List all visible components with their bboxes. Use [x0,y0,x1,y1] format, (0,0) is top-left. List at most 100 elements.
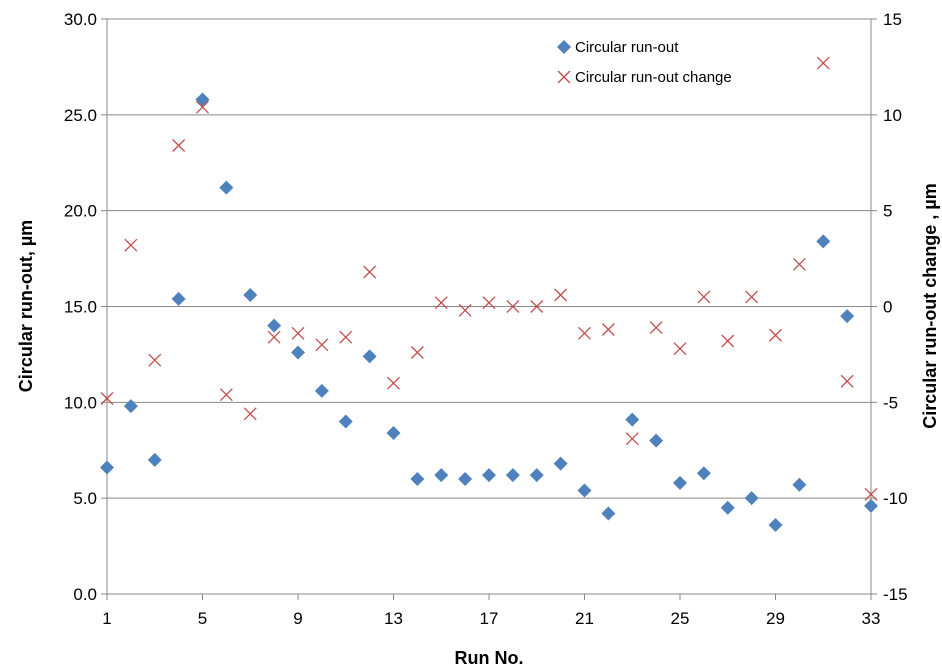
run-out-point-23 [625,412,640,427]
x-tick-label-7: 29 [766,609,785,628]
y-right-tick-label-6: 15 [883,10,902,29]
run-out-point-9 [291,345,305,360]
run-out-point-7 [243,288,258,302]
run-out-change-point-24 [649,321,663,335]
run-out-point-32 [840,309,855,324]
legend-label-circular-run-out: Circular run-out [575,39,679,56]
x-marker-stroke-b [339,330,353,344]
y-right-tick-label-3: 0 [883,298,892,317]
run-out-change-point-5 [196,100,209,114]
run-out-change-point-29 [769,328,782,342]
run-out-point-12 [362,349,377,364]
run-out-point-19 [529,468,544,483]
x-marker-stroke-b [410,346,424,359]
y-left-tick-label-3: 15.0 [64,298,97,317]
x-marker-stroke-b [625,432,639,446]
run-out-change-point-13 [387,376,400,390]
data-marks [100,56,878,532]
x-marker-stroke-b [219,388,233,402]
x-marker-stroke-b [196,100,209,114]
run-out-change-point-11 [339,330,353,344]
x-tick-label-3: 13 [384,609,403,628]
x-marker-stroke-b [148,353,162,367]
run-out-change-point-3 [148,353,162,367]
run-out-change-point-4 [172,139,186,152]
x-marker-stroke-b [172,139,186,152]
x-marker-stroke-b [530,300,544,313]
run-out-point-24 [649,433,664,448]
y-right-axis-ticks: -15 -10 -5 0 5 10 15 [871,10,908,604]
run-out-change-point-17 [482,296,496,310]
run-out-point-2 [123,399,138,414]
x-marker-stroke-b [601,323,615,336]
run-out-change-point-7 [243,407,257,421]
run-out-point-31 [816,234,831,249]
run-out-change-point-16 [458,303,472,317]
run-out-point-13 [386,426,401,440]
y-left-tick-label-5: 25.0 [64,106,97,125]
run-out-point-29 [768,518,783,532]
x-marker-stroke-b [769,328,782,342]
legend-label-circular-run-out-change: Circular run-out change [575,69,732,86]
legend-diamond-marker [557,40,571,54]
legend: Circular run-out Circular run-out change [557,39,732,86]
y-left-tick-label-4: 20.0 [64,202,97,221]
gridlines [107,18,871,499]
run-out-point-3 [147,452,162,467]
run-out-point-17 [482,468,496,483]
x-marker-stroke-b [554,288,568,302]
y-left-axis-ticks: 0.0 5.0 10.0 15.0 20.0 25.0 30.0 [64,10,107,604]
x-tick-label-1: 5 [198,609,207,628]
x-marker-stroke-b [673,342,687,356]
run-out-change-point-6 [219,388,233,402]
x-tick-label-2: 9 [293,609,302,628]
run-out-change-point-30 [792,257,806,271]
run-out-change-point-23 [625,432,639,446]
run-out-point-15 [434,468,449,483]
run-out-point-18 [505,468,520,483]
x-marker-stroke-b [506,300,520,313]
x-marker-stroke-b [315,338,329,352]
run-out-change-point-19 [530,300,544,313]
x-marker-stroke-b [458,303,472,317]
run-out-point-28 [744,491,759,506]
y-right-tick-label-4: 5 [883,202,892,221]
run-out-point-26 [696,466,711,481]
x-tick-label-0: 1 [102,609,111,628]
run-out-change-point-27 [721,334,735,348]
y-left-tick-label-6: 30.0 [64,10,97,29]
x-marker-stroke-b [792,257,806,271]
y-left-tick-label-0: 0.0 [73,585,97,604]
run-out-point-20 [553,456,568,471]
x-marker-stroke-b [387,376,400,390]
run-out-change-point-9 [291,326,305,340]
run-out-change-point-15 [434,296,448,310]
run-out-point-14 [410,472,425,486]
run-out-change-point-14 [410,346,424,359]
x-marker-stroke-b [434,296,448,310]
x-marker-stroke-b [578,326,591,340]
x-marker-stroke-b [124,238,138,252]
x-tick-label-5: 21 [575,609,594,628]
x-marker-stroke-b [243,407,257,421]
x-tick-label-6: 25 [671,609,690,628]
run-out-point-27 [720,500,735,515]
run-out-point-21 [577,483,592,498]
run-out-point-33 [864,498,878,513]
y-right-tick-label-2: -5 [883,393,898,412]
run-out-change-point-12 [363,265,377,279]
run-out-change-point-2 [124,238,138,252]
run-out-change-point-26 [697,290,711,304]
x-marker-stroke-b [649,321,663,335]
x-axis-ticks: 1 5 9 13 17 21 25 29 33 [102,594,880,628]
x-marker-stroke-b [100,392,114,405]
x-marker-stroke-b [697,290,711,304]
run-out-change-point-21 [578,326,591,340]
run-out-change-point-10 [315,338,329,352]
x-marker-stroke-b [363,265,377,279]
x-marker-stroke-b [482,296,496,310]
legend-x-marker [557,70,571,84]
run-out-point-11 [338,414,353,429]
